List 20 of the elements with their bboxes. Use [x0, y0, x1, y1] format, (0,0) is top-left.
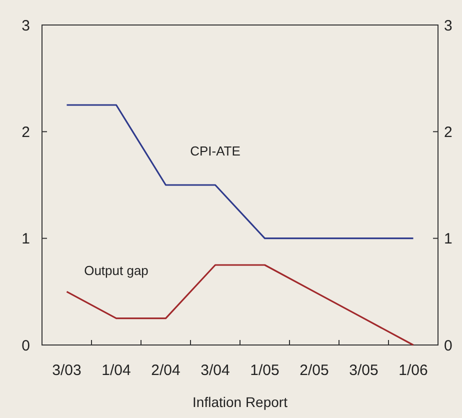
y2-tick-label: 0 — [444, 337, 452, 354]
x-tick-label: 3/05 — [349, 362, 378, 379]
y2-tick-label: 2 — [444, 124, 452, 141]
y-tick-label: 1 — [22, 230, 30, 248]
x-tick-label: 3/03 — [52, 362, 82, 379]
y-tick-label: 3 — [22, 17, 30, 34]
x-axis-title: Inflation Report — [192, 394, 288, 410]
text: CPI-ATE — [190, 143, 241, 158]
y-tick-label: 2 — [22, 124, 30, 141]
series-label: Output gap — [84, 262, 148, 278]
x-tick-label: 1/05 — [250, 362, 280, 379]
x-tick-label: 3/04 — [200, 362, 230, 379]
x-tick-label: 2/04 — [151, 362, 180, 379]
x-tick-label: 1/04 — [102, 362, 131, 379]
y2-tick-label: 3 — [444, 17, 452, 34]
y2-tick-label: 1 — [444, 230, 452, 248]
x-tick-label: 2/05 — [300, 362, 329, 379]
y-tick-label: 0 — [22, 337, 30, 354]
x-tick-label: 1/06 — [398, 362, 428, 379]
line-series — [66, 264, 414, 346]
